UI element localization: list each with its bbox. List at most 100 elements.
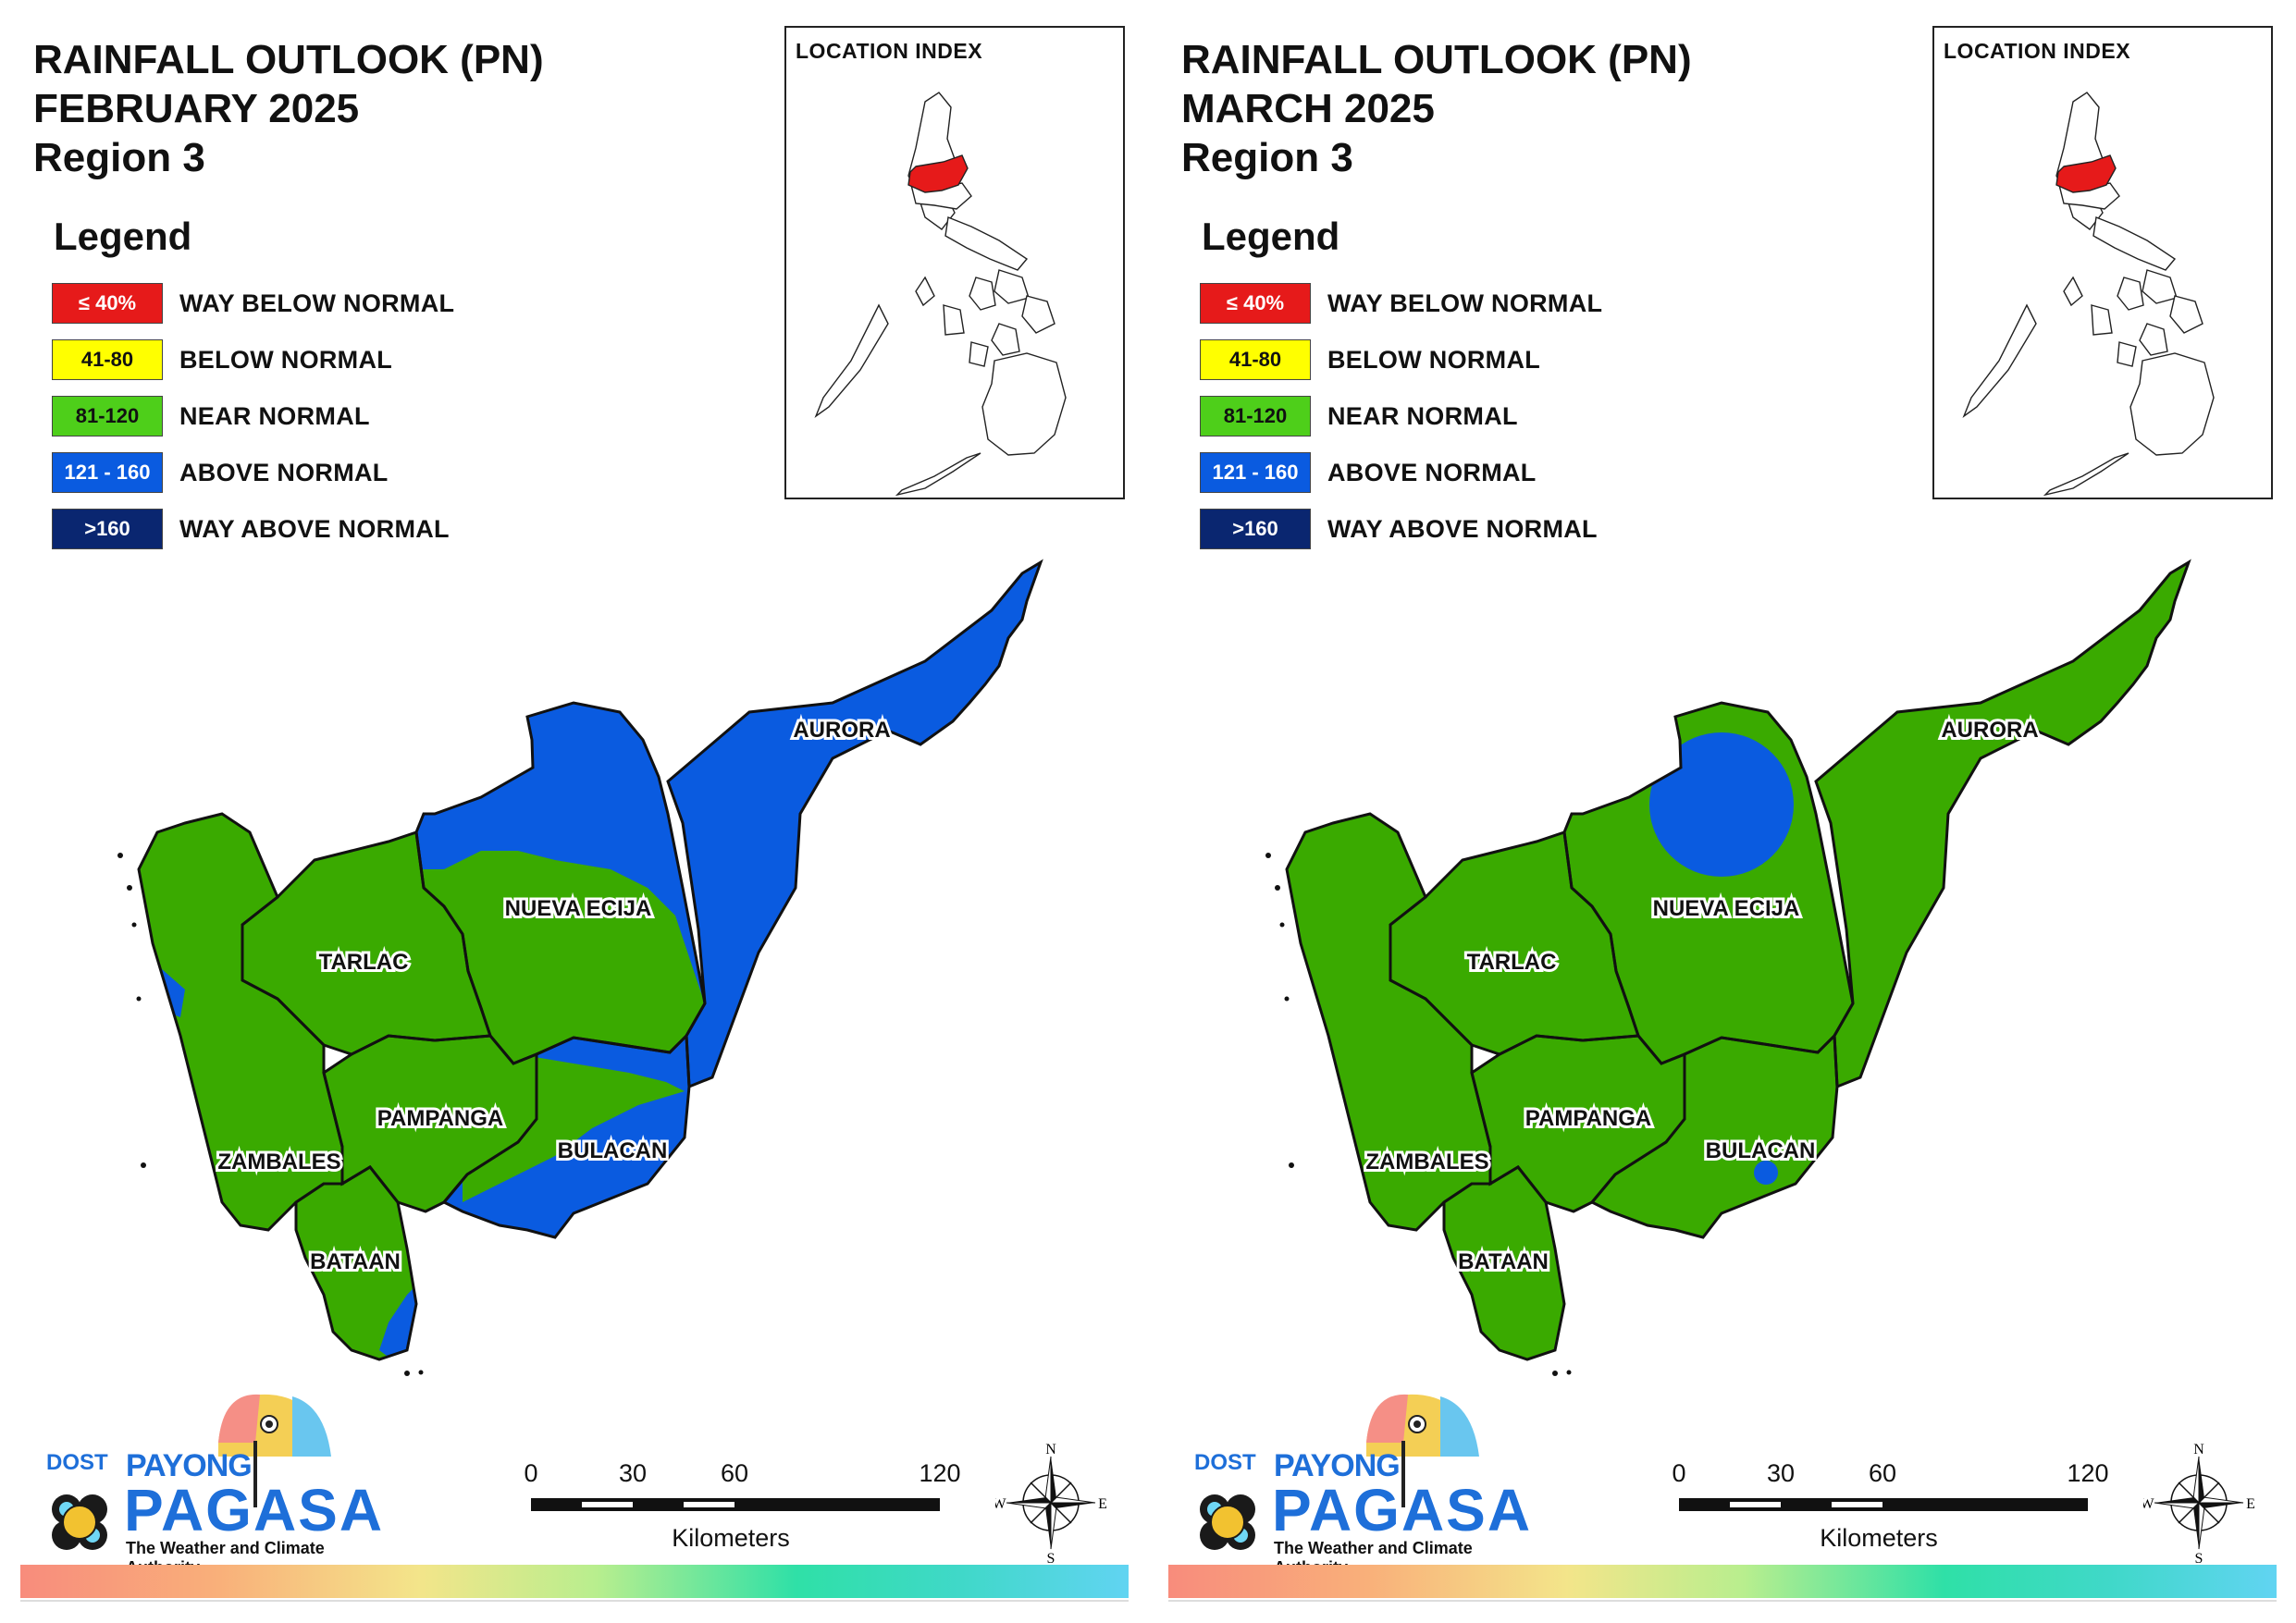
province-boundaries [1285,559,2191,1361]
pagasa-logo: DOST PAYONG PAGASA The Weather and Clima… [1181,1387,1533,1577]
title-line-2: FEBRUARY 2025 [33,86,360,131]
legend: Legend ≤ 40% WAY BELOW NORMAL 41-80 BELO… [1200,215,1602,563]
above-normal-overlays [1649,732,1794,1185]
province-pampanga [324,1036,537,1211]
compass-n: N [1045,1443,1056,1457]
islets [1265,853,1572,1376]
region-map: AURORA NUEVA ECIJA TARLAC PAMPANGA BULAC… [1265,559,2191,1376]
label-zambales: ZAMBALES [217,1150,340,1174]
province-tarlac [1390,832,1638,1054]
legend-label: BELOW NORMAL [179,345,393,374]
islets [117,853,424,1376]
scale-unit: Kilometers [1820,1524,1938,1552]
divider [20,1600,1129,1602]
logo-pagasa: PAGASA [1272,1477,1533,1543]
umbrella-icon [1200,1394,1479,1550]
compass-e: E [1098,1496,1106,1512]
legend-item-near: 81-120 NEAR NORMAL [1200,394,1602,438]
label-bulacan: BULACAN [558,1138,668,1163]
compass-s: S [1047,1551,1055,1563]
legend-label: BELOW NORMAL [1327,345,1541,374]
scale-tick: 60 [720,1459,749,1487]
label-bulacan: BULACAN [1706,1138,1816,1163]
legend-label: WAY BELOW NORMAL [179,289,455,317]
province-labels: AURORA NUEVA ECIJA TARLAC PAMPANGA BULAC… [215,715,893,1277]
compass-rose-icon: N S E W [2140,1442,2254,1567]
gradient-strip [20,1565,1129,1598]
compass-n: N [2193,1443,2204,1457]
province-bataan [1444,1167,1564,1359]
province-bataan [296,1167,416,1359]
map-title: RAINFALL OUTLOOK (PN) FEBRUARY 2025 Regi… [33,35,544,182]
dost-emblem-icon [52,1494,107,1550]
legend-item-way-below: ≤ 40% WAY BELOW NORMAL [52,281,454,326]
legend-label: ABOVE NORMAL [179,458,389,486]
legend-swatch: >160 [52,509,163,549]
legend-item-near: 81-120 NEAR NORMAL [52,394,454,438]
location-index: LOCATION INDEX [784,26,1125,499]
legend-item-below: 41-80 BELOW NORMAL [1200,338,1602,382]
title-line-3: Region 3 [33,135,205,180]
legend-swatch: 121 - 160 [1200,452,1311,493]
legend: Legend ≤ 40% WAY BELOW NORMAL 41-80 BELO… [52,215,454,563]
legend-swatch: 41-80 [52,339,163,380]
province-tarlac [242,832,490,1054]
scale-tick: 120 [2067,1459,2109,1487]
philippines-inset-map [1962,92,2215,497]
legend-swatch: 41-80 [1200,339,1311,380]
legend-label: WAY BELOW NORMAL [1327,289,1603,317]
legend-label: NEAR NORMAL [179,401,370,430]
scale-tick: 60 [1868,1459,1897,1487]
legend-label: WAY ABOVE NORMAL [1327,514,1598,543]
legend-swatch: 81-120 [52,396,163,436]
legend-title: Legend [54,215,192,258]
logo-dost: DOST [46,1450,108,1475]
region-map: AURORA NUEVA ECIJA TARLAC PAMPANGA BULAC… [117,559,1043,1376]
label-tarlac: TARLAC [319,950,409,975]
label-pampanga: PAMPANGA [377,1106,503,1131]
logo-payong: PAYONG [126,1448,253,1483]
scale-bar: 0 30 60 120 Kilometers [1666,1459,2147,1561]
label-bataan: BATAAN [310,1249,401,1274]
label-pampanga: PAMPANGA [1525,1106,1651,1131]
scale-tick: 0 [1672,1459,1686,1487]
legend-item-way-above: >160 WAY ABOVE NORMAL [1200,507,1602,551]
scale-bar-graphic [1679,1498,2088,1511]
province-bulacan [1592,1036,1837,1237]
logo-pagasa: PAGASA [124,1477,385,1543]
legend-swatch: 81-120 [1200,396,1311,436]
legend-item-way-above: >160 WAY ABOVE NORMAL [52,507,454,551]
scale-tick: 0 [524,1459,538,1487]
label-nueva-ecija: NUEVA ECIJA [1653,896,1800,921]
logo-dost: DOST [1194,1450,1256,1475]
title-line-2: MARCH 2025 [1181,86,1435,131]
legend-swatch: ≤ 40% [52,283,163,324]
legend-swatch: >160 [1200,509,1311,549]
legend-label: WAY ABOVE NORMAL [179,514,450,543]
dost-emblem-icon [1200,1494,1255,1550]
province-aurora [1816,562,2189,1087]
scale-tick: 30 [1766,1459,1796,1487]
philippines-inset-map [814,92,1067,497]
divider [1168,1600,2277,1602]
scale-tick: 120 [919,1459,961,1487]
location-index-title: LOCATION INDEX [796,39,983,63]
legend-label: ABOVE NORMAL [1327,458,1537,486]
scale-unit: Kilometers [672,1524,790,1552]
province-boundaries [137,559,1043,1361]
panel-february: RAINFALL OUTLOOK (PN) FEBRUARY 2025 Regi… [20,26,1129,1602]
province-labels: AURORA NUEVA ECIJA TARLAC PAMPANGA BULAC… [1363,715,2041,1277]
compass-w: W [995,1496,1006,1512]
scale-bar-graphic [531,1498,940,1511]
label-bataan: BATAAN [1458,1249,1549,1274]
label-aurora: AURORA [1941,718,2038,743]
compass-e: E [2246,1496,2254,1512]
location-index-title: LOCATION INDEX [1944,39,2131,63]
scale-bar: 0 30 60 120 Kilometers [518,1459,999,1561]
province-fills [139,562,1041,1359]
label-nueva-ecija: NUEVA ECIJA [505,896,652,921]
scale-tick: 30 [618,1459,648,1487]
title-line-1: RAINFALL OUTLOOK (PN) [33,37,544,82]
province-pampanga [1472,1036,1685,1211]
legend-title: Legend [1202,215,1340,258]
